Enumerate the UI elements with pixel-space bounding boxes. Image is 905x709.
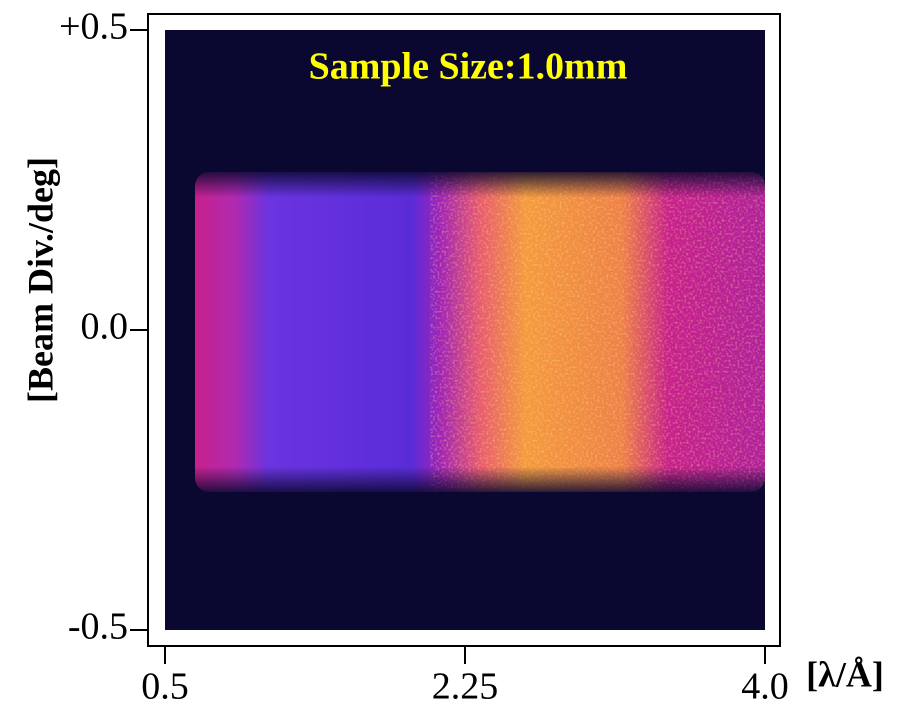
beam-edge xyxy=(195,172,765,492)
chart-title: Sample Size:1.0mm xyxy=(309,46,628,88)
y-tick-label: 0.0 xyxy=(81,306,129,348)
y-axis-label: [Beam Div./deg] xyxy=(20,157,60,403)
x-tick-label: 2.25 xyxy=(432,666,499,708)
x-tick-label: 0.5 xyxy=(141,666,189,708)
y-tick-label: +0.5 xyxy=(59,6,128,48)
y-tick-label: -0.5 xyxy=(68,606,128,648)
x-tick-label: 4.0 xyxy=(741,666,789,708)
x-axis-label: [λ/Å] xyxy=(806,654,884,694)
